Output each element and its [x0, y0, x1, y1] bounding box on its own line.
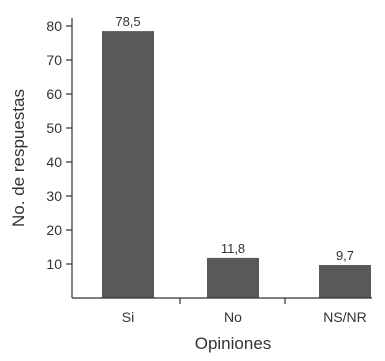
x-axis-ticks: Si No NS/NR: [122, 298, 367, 325]
bar-ns-nr: [319, 265, 371, 298]
y-tick-label: 10: [46, 256, 62, 272]
x-tick-label: NS/NR: [323, 309, 367, 325]
y-tick-label: 70: [46, 52, 62, 68]
y-tick-label: 40: [46, 154, 62, 170]
bar-value-label: 9,7: [336, 248, 354, 263]
y-axis-label: No. de respuestas: [9, 89, 28, 227]
y-tick-label: 20: [46, 222, 62, 238]
x-tick-label: Si: [122, 309, 134, 325]
y-axis-ticks: 10 20 30 40 50 60 70 80: [46, 18, 72, 272]
bar-value-label: 78,5: [115, 14, 140, 29]
x-axis-label: Opiniones: [195, 334, 272, 353]
y-tick-label: 50: [46, 120, 62, 136]
y-tick-label: 30: [46, 188, 62, 204]
bar-no: [207, 257, 259, 298]
y-tick-label: 80: [46, 18, 62, 34]
bar-si: [102, 31, 154, 298]
y-tick-label: 60: [46, 86, 62, 102]
bars-group: 78,5 11,8 9,7: [102, 14, 371, 298]
bar-value-label: 11,8: [221, 241, 245, 256]
x-tick-label: No: [224, 309, 242, 325]
